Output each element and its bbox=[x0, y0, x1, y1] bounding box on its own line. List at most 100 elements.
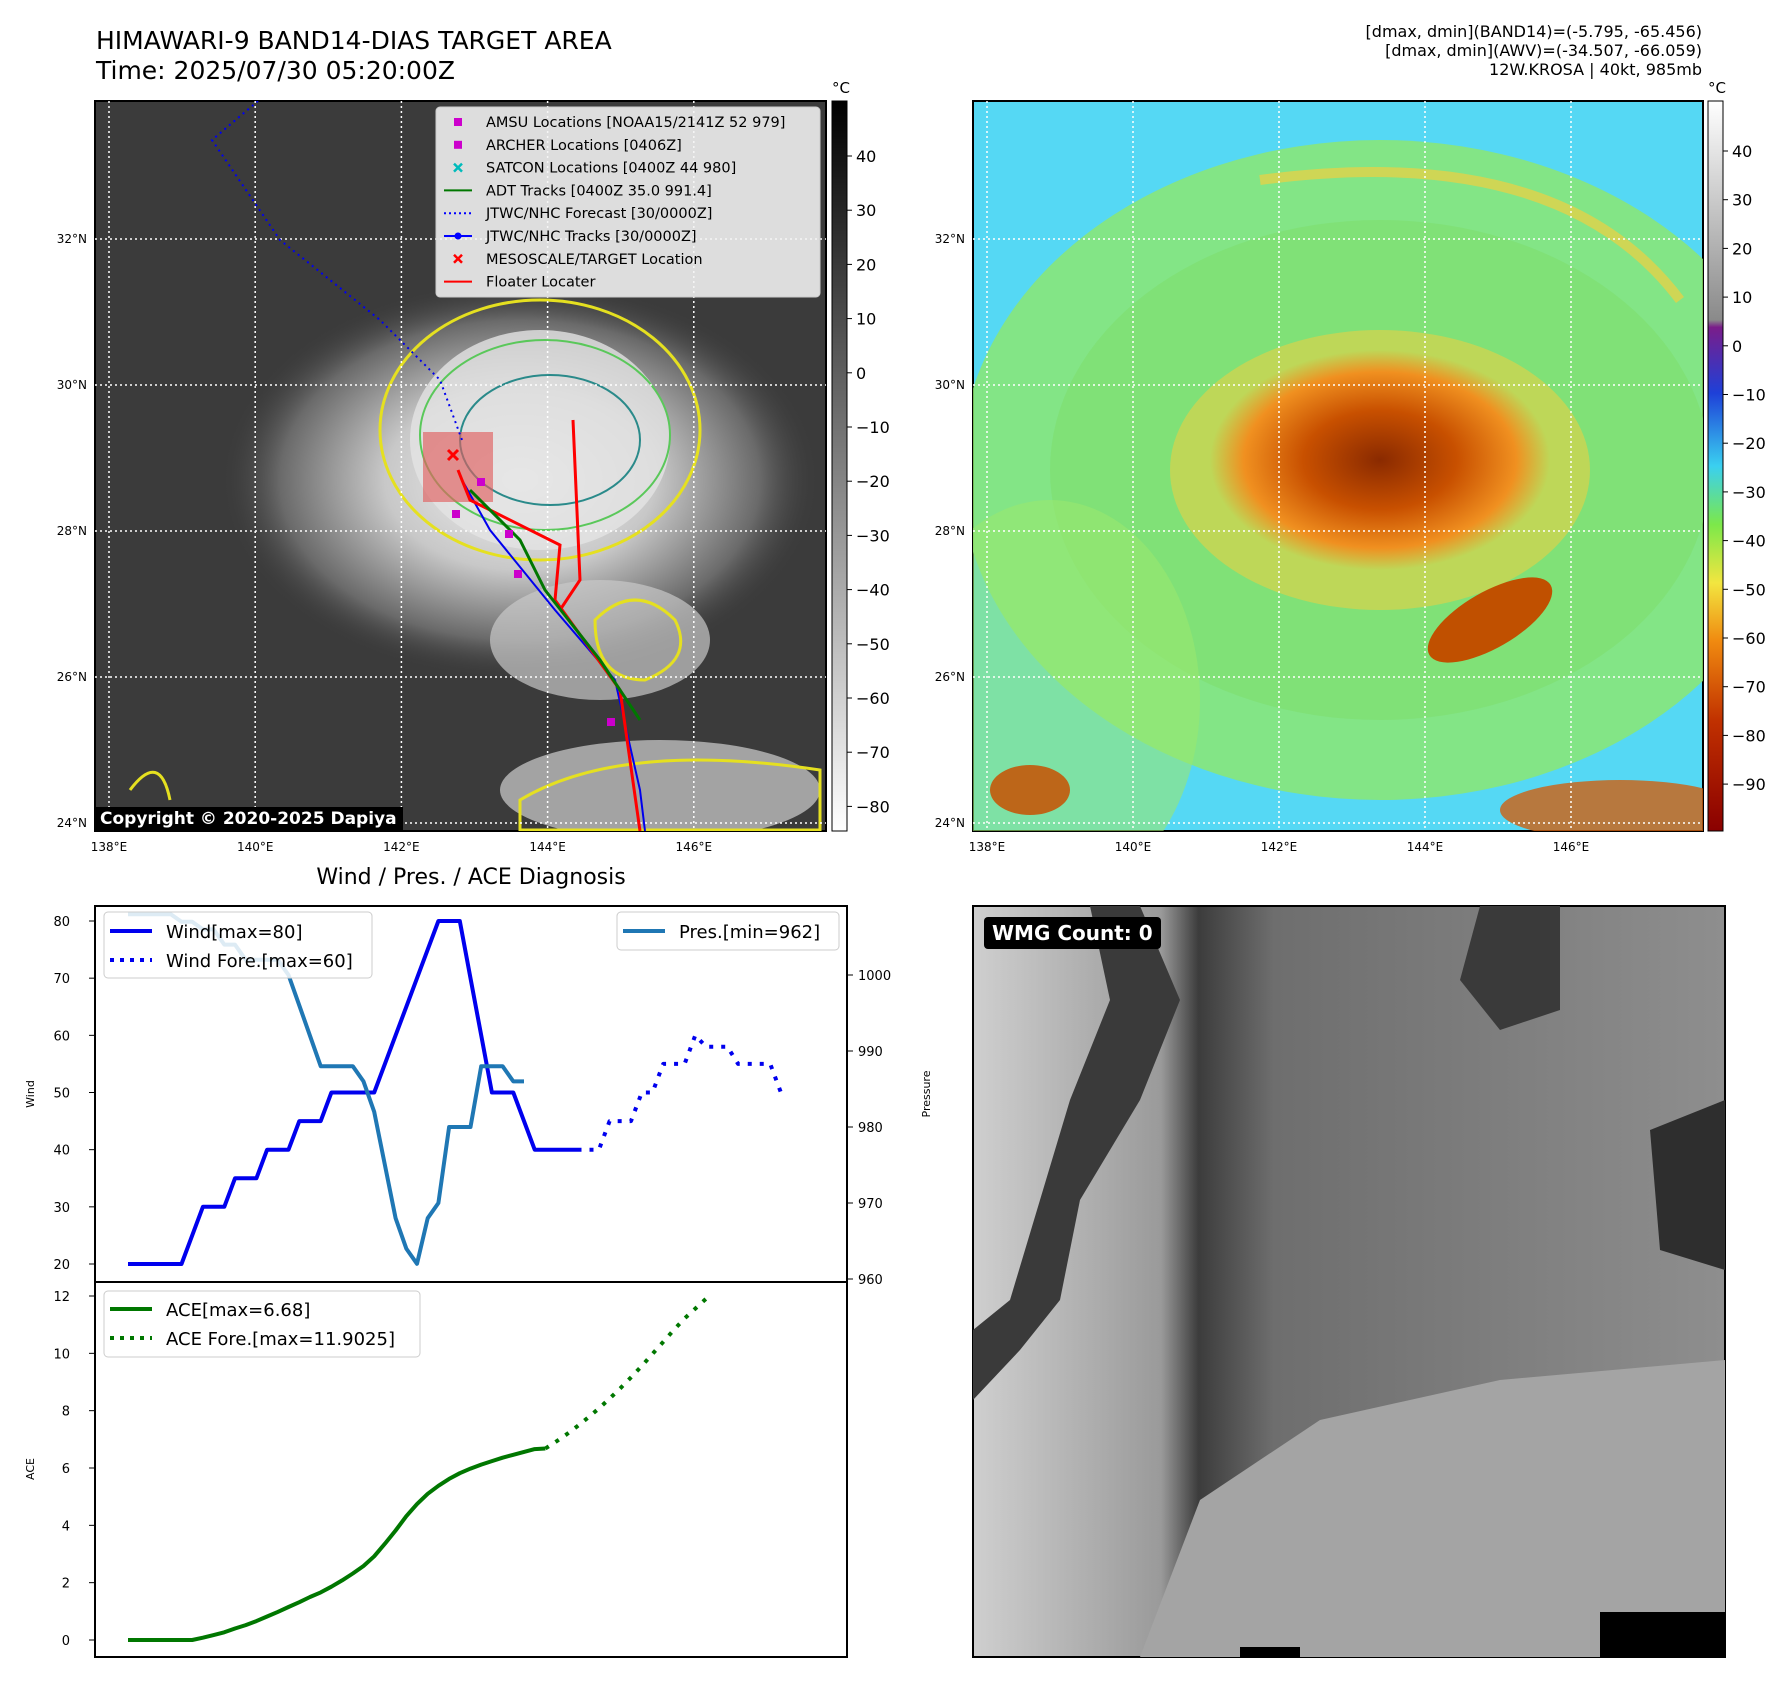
legend-square-marker bbox=[454, 140, 462, 149]
wmg-dark-band bbox=[973, 906, 1180, 1400]
wind-tick-label: 80 bbox=[53, 915, 70, 930]
awv-map-lat-label: 30°N bbox=[935, 378, 965, 392]
colorbar-tick-label: 20 bbox=[856, 255, 876, 274]
wmg-light-patch bbox=[1140, 1360, 1725, 1657]
ir-map-lon-label: 140°E bbox=[237, 840, 274, 854]
amsu-marker bbox=[505, 530, 513, 538]
legend-dot-marker bbox=[454, 232, 462, 240]
ace-axis-label: ACE bbox=[24, 1458, 37, 1480]
colorbar-tick-label: 10 bbox=[1732, 288, 1752, 307]
legend-ace: ACE[max=6.68] bbox=[166, 1300, 310, 1321]
legend-pressure: Pres.[min=962] bbox=[679, 922, 820, 943]
wmg-dark-patch bbox=[1460, 906, 1560, 1030]
legend-item-label: Floater Locater bbox=[486, 275, 595, 291]
archer-marker bbox=[452, 510, 460, 518]
ir-colorbar-unit: °C bbox=[832, 79, 850, 97]
wmg-black-strip bbox=[1240, 1647, 1300, 1657]
awv-map-lat-label: 26°N bbox=[935, 670, 965, 684]
colorbar-tick-label: 10 bbox=[856, 310, 876, 329]
ace-legend: ACE[max=6.68] ACE Fore.[max=11.9025] bbox=[103, 1290, 421, 1358]
mesoscale-target-marker bbox=[446, 448, 460, 462]
map-legend: AMSU Locations [NOAA15/2141Z 52 979] ARCH… bbox=[435, 106, 821, 298]
page-title: HIMAWARI-9 BAND14-DIAS TARGET AREA Time:… bbox=[96, 26, 612, 86]
ace-forecast-line bbox=[544, 1297, 708, 1451]
awv-map-lon-label: 138°E bbox=[969, 840, 1006, 854]
wind-line bbox=[128, 919, 578, 1266]
wind-axes: 20 30 40 50 60 70 80 960 970 980 990 1000 bbox=[53, 915, 891, 1288]
legend-item-label: ADT Tracks [0400Z 35.0 991.4] bbox=[486, 183, 712, 199]
ir-map-lat-label: 28°N bbox=[57, 524, 87, 538]
wind-tick-label: 20 bbox=[53, 1258, 70, 1273]
ir-map-lon-label: 138°E bbox=[91, 840, 128, 854]
wmg-panel bbox=[972, 905, 1726, 1658]
ace-tick-label: 10 bbox=[53, 1347, 70, 1362]
colorbar-tick-label: 30 bbox=[1732, 191, 1752, 210]
colorbar-tick-label: −70 bbox=[856, 743, 890, 762]
info-band14-range: [dmax, dmin](BAND14)=(-5.795, -65.456) bbox=[1365, 22, 1702, 41]
legend-item-label: SATCON Locations [0400Z 44 980] bbox=[486, 161, 736, 177]
colorbar-tick-label: 0 bbox=[856, 364, 866, 383]
pressure-tick-label: 1000 bbox=[858, 969, 891, 984]
colorbar-tick-label: −20 bbox=[1732, 434, 1766, 453]
awv-colorbar bbox=[1707, 100, 1724, 832]
colorbar-tick-label: 30 bbox=[856, 201, 876, 220]
pressure-legend: Pres.[min=962] bbox=[616, 911, 840, 951]
wind-tick-label: 40 bbox=[53, 1144, 70, 1159]
wmg-black-patch bbox=[1600, 1612, 1725, 1657]
colorbar-tick-label: −20 bbox=[856, 472, 890, 491]
amsu-marker bbox=[477, 478, 485, 486]
ir-map-lat-label: 26°N bbox=[57, 670, 87, 684]
ace-tick-label: 8 bbox=[62, 1405, 70, 1420]
pressure-tick-label: 990 bbox=[858, 1045, 883, 1060]
pressure-tick-label: 960 bbox=[858, 1273, 883, 1288]
legend-item-label: ARCHER Locations [0406Z] bbox=[486, 138, 682, 154]
colorbar-tick-label: −10 bbox=[856, 418, 890, 437]
awv-map-lat-label: 28°N bbox=[935, 524, 965, 538]
ir-map-axis-labels: 138°E 140°E 142°E 144°E 146°E 24°N 26°N 28°N 30°… bbox=[57, 232, 712, 854]
colorbar-tick-label: −30 bbox=[1732, 483, 1766, 502]
wind-tick-label: 60 bbox=[53, 1029, 70, 1044]
title-line-product: HIMAWARI-9 BAND14-DIAS TARGET AREA bbox=[96, 26, 612, 55]
info-storm: 12W.KROSA | 40kt, 985mb bbox=[1489, 60, 1702, 79]
colorbar-tick-label: −30 bbox=[856, 526, 890, 545]
awv-map-lat-label: 32°N bbox=[935, 232, 965, 246]
pressure-axis-label: Pressure bbox=[920, 1070, 933, 1117]
info-block: [dmax, dmin](BAND14)=(-5.795, -65.456) [… bbox=[1366, 22, 1702, 79]
amsu-marker bbox=[607, 718, 615, 726]
ir-colorbar bbox=[831, 100, 848, 832]
legend-item-label: MESOSCALE/TARGET Location bbox=[486, 252, 703, 268]
ace-tick-label: 4 bbox=[62, 1519, 70, 1534]
title-line-time: Time: 2025/07/30 05:20:00Z bbox=[96, 56, 455, 85]
ir-map-panel: 138°E 140°E 142°E 144°E 146°E24°N26°N28°N30°… bbox=[57, 79, 890, 854]
legend-wind: Wind[max=80] bbox=[166, 922, 303, 943]
awv-map-lon-label: 140°E bbox=[1115, 840, 1152, 854]
legend-ace-fore: ACE Fore.[max=11.9025] bbox=[166, 1329, 395, 1350]
awv-map-lon-label: 142°E bbox=[1261, 840, 1298, 854]
ace-tick-label: 12 bbox=[53, 1290, 70, 1305]
floater-locater-branch bbox=[558, 419, 582, 611]
info-awv-range: [dmax, dmin](AWV)=(-34.507, -66.059) bbox=[1385, 41, 1702, 60]
legend-x-marker bbox=[453, 253, 463, 264]
awv-map-lon-label: 146°E bbox=[1553, 840, 1590, 854]
legend-wind-fore: Wind Fore.[max=60] bbox=[166, 951, 353, 972]
legend-item-label: JTWC/NHC Tracks [30/0000Z] bbox=[485, 229, 697, 245]
wmg-dark-right bbox=[1650, 1100, 1725, 1270]
ace-tick-label: 2 bbox=[62, 1577, 70, 1592]
ir-map-lon-label: 146°E bbox=[676, 840, 713, 854]
diagnosis-chart: Wind / Pres. / ACE Diagnosis 20304050607… bbox=[24, 865, 933, 1658]
legend-square-marker bbox=[454, 118, 462, 126]
legend-item-label: JTWC/NHC Forecast [30/0000Z] bbox=[485, 206, 712, 222]
awv-map-lon-label: 144°E bbox=[1407, 840, 1444, 854]
floater-locater-track bbox=[456, 469, 642, 831]
ace-line bbox=[128, 1446, 546, 1642]
colorbar-tick-label: −90 bbox=[1732, 775, 1766, 794]
pressure-tick-label: 970 bbox=[858, 1197, 883, 1212]
awv-colorbar-unit: °C bbox=[1708, 79, 1726, 97]
ir-map-lat-label: 24°N bbox=[57, 816, 87, 830]
colorbar-tick-label: −60 bbox=[856, 689, 890, 708]
jtwc-track bbox=[461, 479, 646, 831]
ace-series bbox=[128, 1297, 708, 1642]
colorbar-tick-label: 40 bbox=[1732, 142, 1752, 161]
awv-map-panel: 138°E 140°E 142°E 144°E 146°E24°N26°N28°N30°… bbox=[935, 79, 1766, 854]
